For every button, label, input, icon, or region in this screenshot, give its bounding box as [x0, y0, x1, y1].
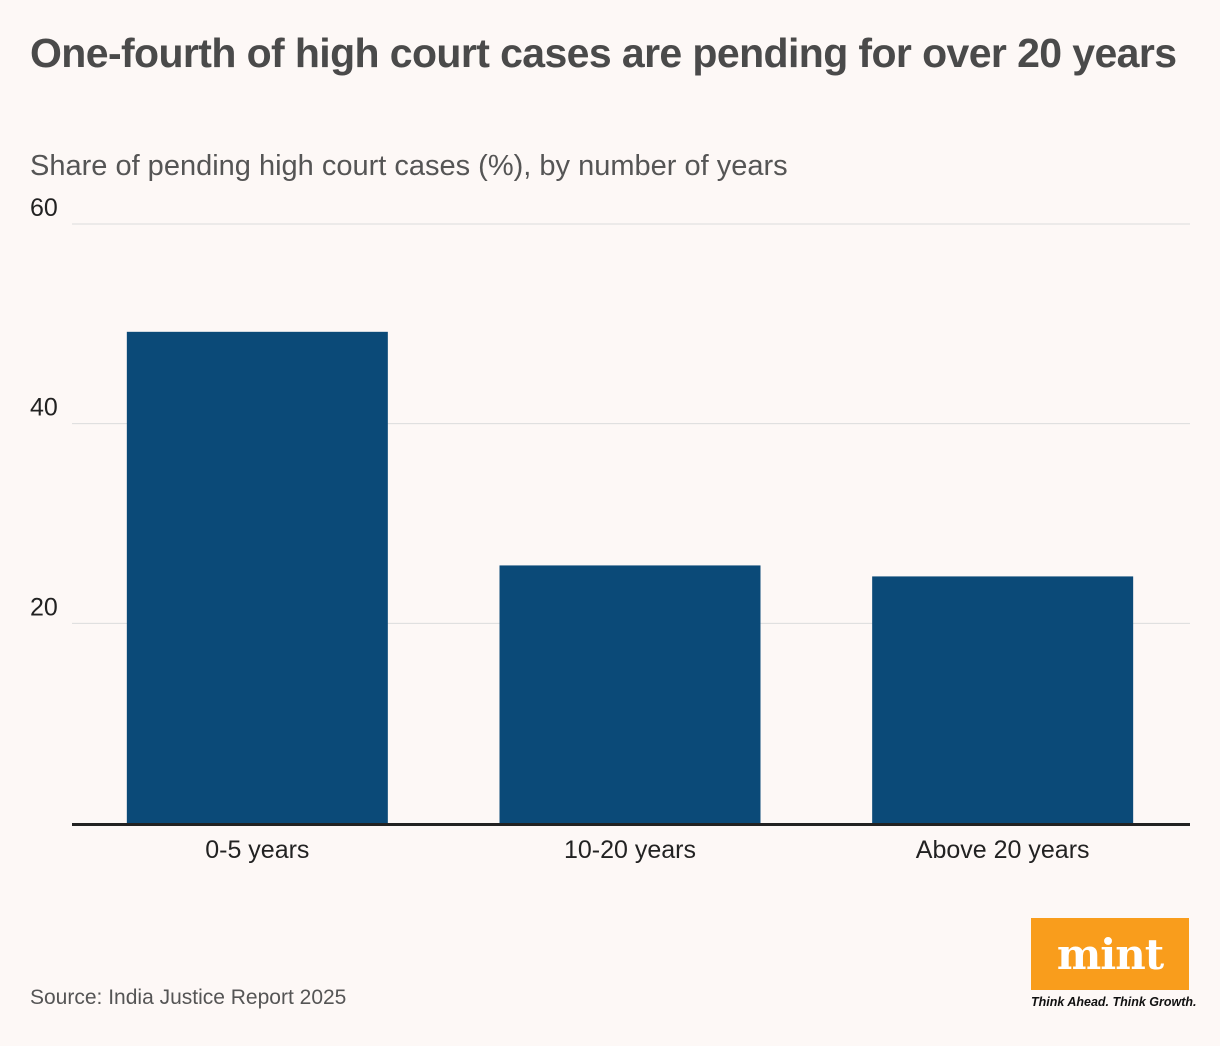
- x-category-label: 0-5 years: [205, 836, 309, 864]
- y-tick-label: 20: [30, 593, 58, 621]
- mint-logo-text: mint: [1056, 929, 1164, 979]
- chart-subtitle: Share of pending high court cases (%), b…: [30, 150, 788, 182]
- bars: [126, 331, 1134, 823]
- bar: [872, 576, 1134, 823]
- source-note: Source: India Justice Report 2025: [30, 986, 347, 1009]
- chart-title: One-fourth of high court cases are pendi…: [30, 30, 1177, 76]
- brand-tagline: Think Ahead. Think Growth.: [1031, 995, 1197, 1009]
- y-tick-label: 60: [30, 194, 58, 222]
- bar-chart: 20 40 60 0-5 years 10-20 years Above 20 year…: [30, 194, 1190, 864]
- x-category-label: Above 20 years: [916, 836, 1090, 864]
- x-category-label: 10-20 years: [564, 836, 696, 864]
- mint-logo: mint: [1031, 918, 1189, 990]
- category-labels: 0-5 years 10-20 years Above 20 years: [205, 836, 1089, 864]
- y-tick-label: 40: [30, 394, 58, 422]
- bar: [499, 565, 761, 823]
- bar: [126, 331, 388, 823]
